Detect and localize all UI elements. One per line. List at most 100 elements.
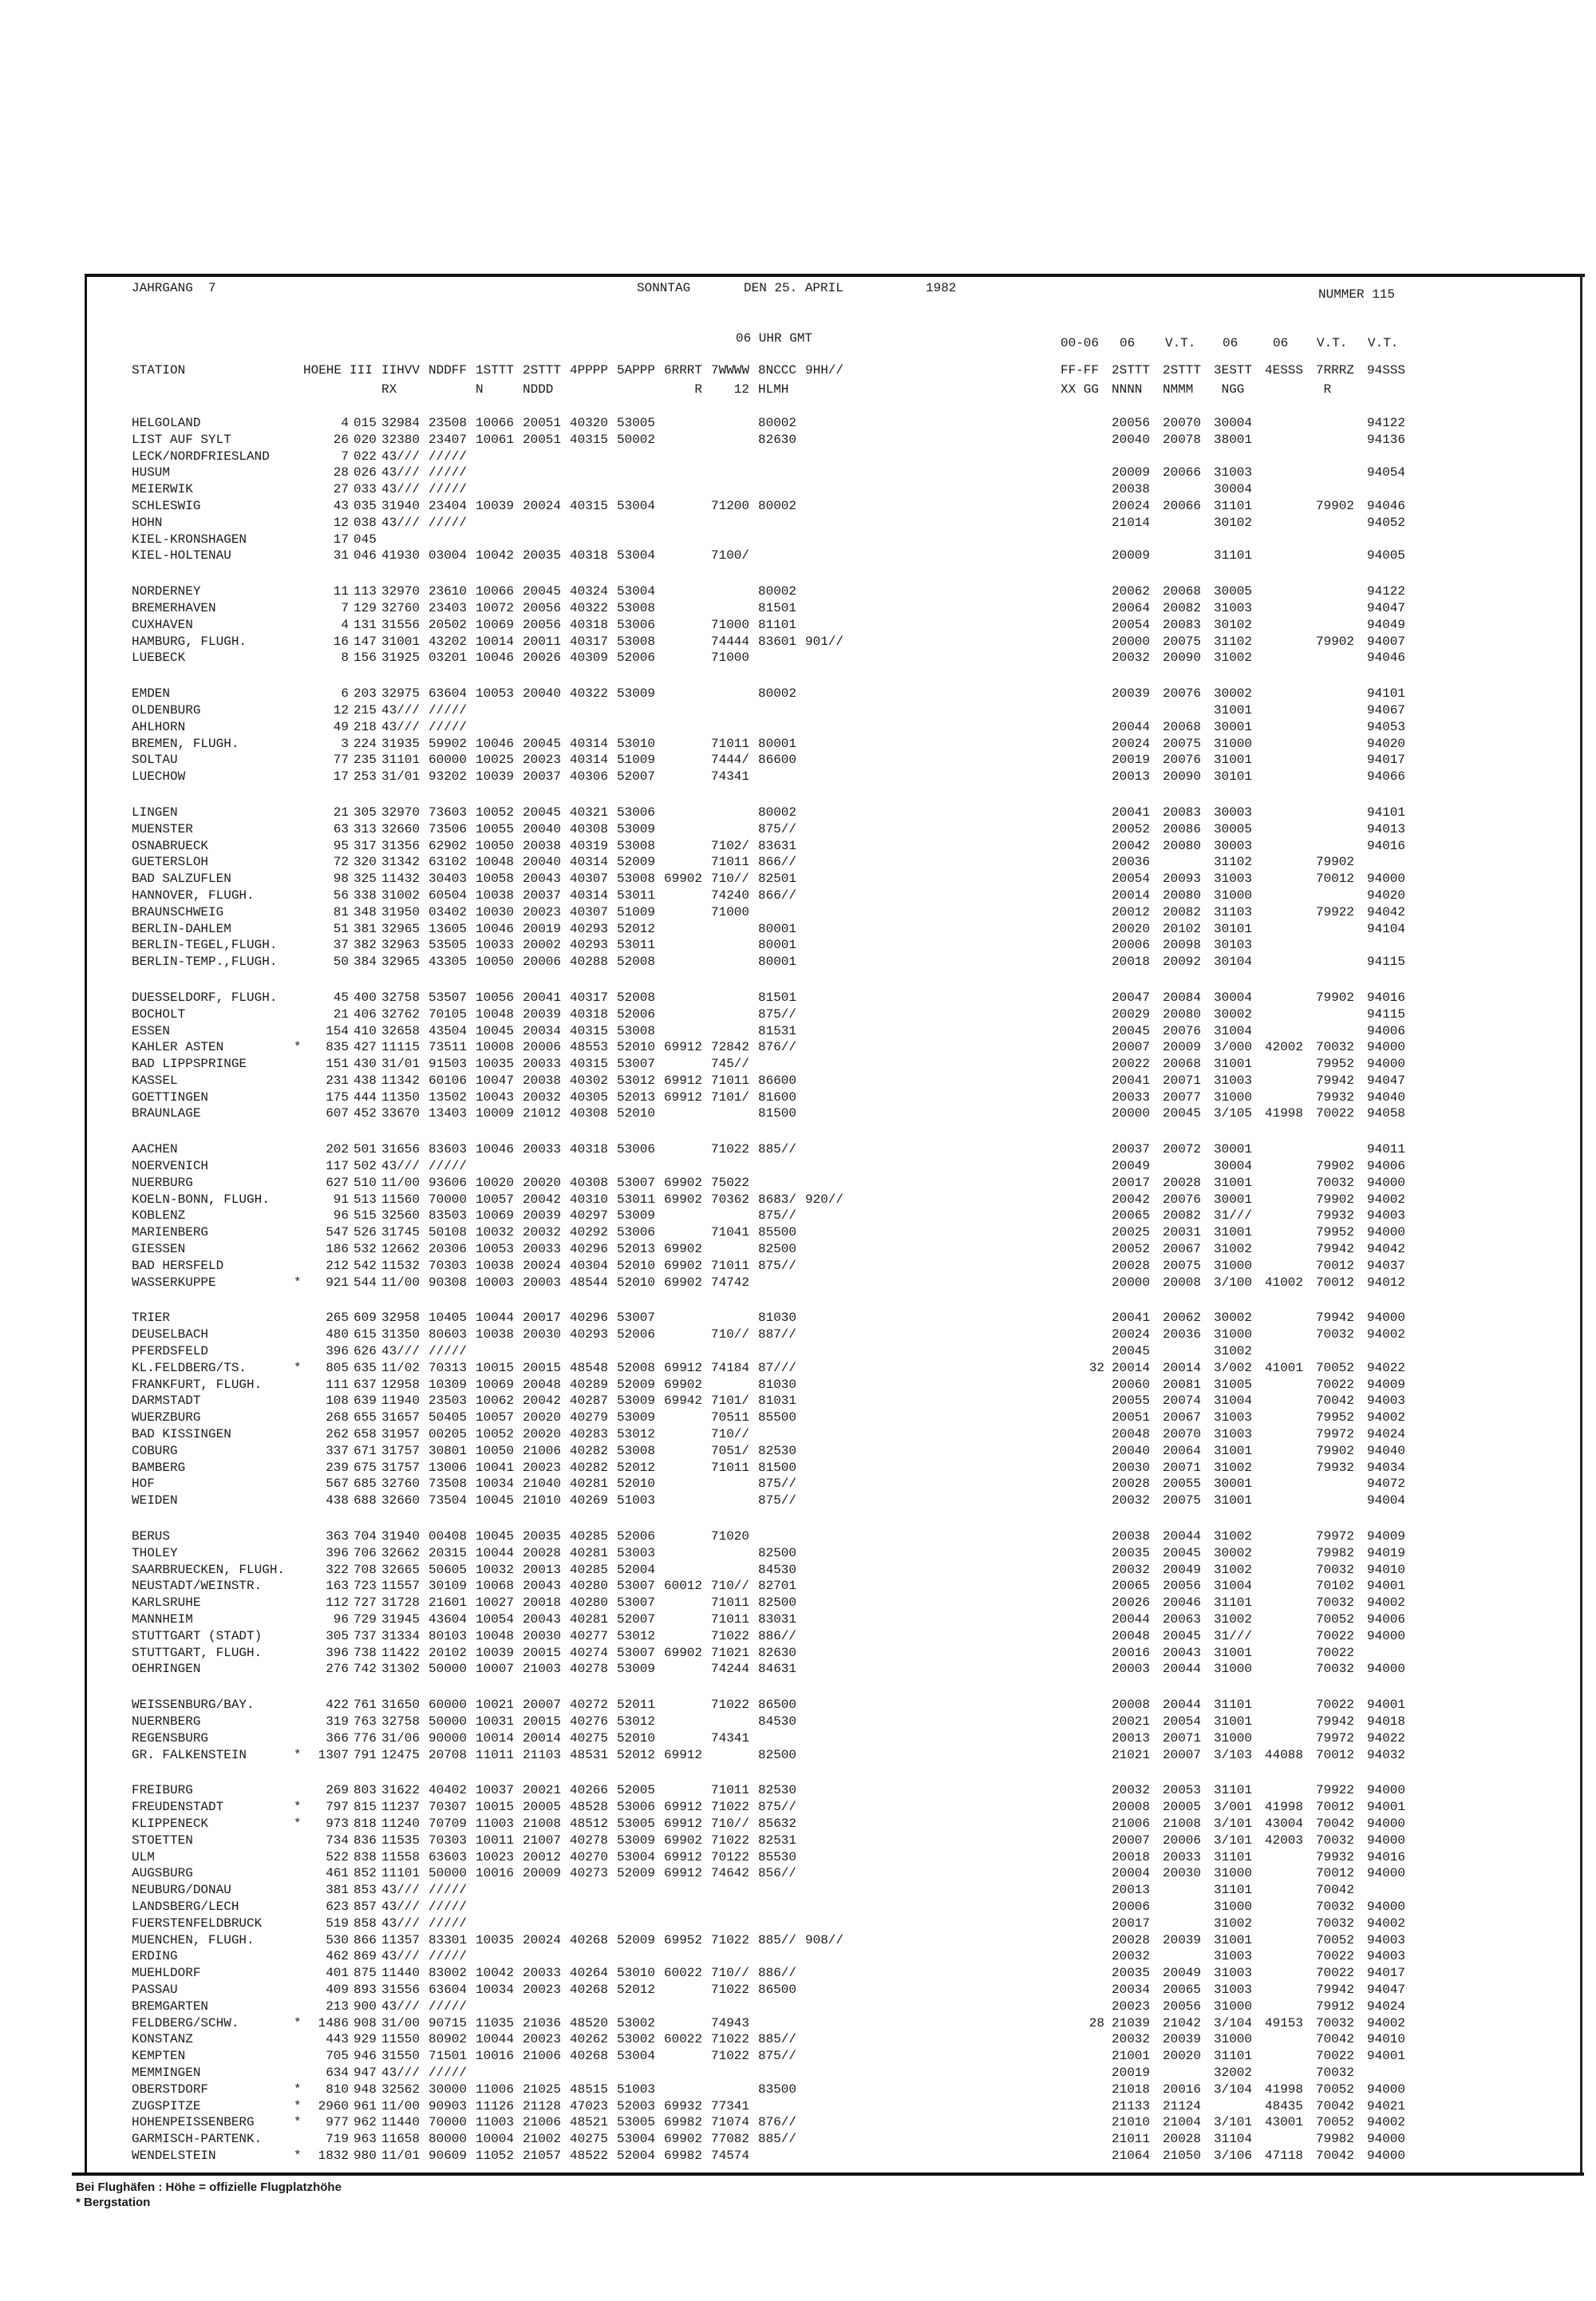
cell-iihvv: 32762 [381, 1006, 421, 1022]
station-name: FREUDENSTADT [132, 1800, 224, 1815]
cell-right-6: 94040 [1367, 1443, 1406, 1458]
cell-1sttt: 10048 [476, 1006, 515, 1022]
cell-right-1: 20035 [1112, 1966, 1151, 1981]
cell-hoehe: 51 [333, 921, 349, 936]
cell-8nccc: 876// [758, 2115, 797, 2130]
table-row: REGENSBURG 366 776 31/06 90000 10014 20014 4027… [0, 1730, 1596, 1747]
cell-nddff: 60106 [429, 1073, 468, 1088]
cell-right-1: 20060 [1112, 1377, 1151, 1392]
cell-right-6: 94032 [1367, 1747, 1406, 1762]
frame-right-rule [1580, 274, 1582, 2176]
cell-hoehe: 6 [341, 686, 349, 702]
cell-iihvv: 11532 [381, 1258, 421, 1273]
cell-right-3: 30004 [1214, 990, 1253, 1005]
right-col-subheader-1: NNNN [1112, 382, 1143, 397]
cell-iihvv: 32975 [381, 686, 421, 702]
cell-nddff: 00205 [429, 1427, 468, 1442]
cell-right-2: 20074 [1163, 1394, 1202, 1409]
cell-right-6: 94000 [1367, 1628, 1406, 1643]
cell-nddff: 23503 [429, 1394, 468, 1409]
cell-5appp: 53002 [617, 2032, 656, 2047]
cell-right-6: 94002 [1367, 1595, 1406, 1611]
cell-4pppp: 40309 [570, 650, 609, 666]
cell-right-5: 70042 [1316, 2148, 1355, 2163]
cell-hoehe: 262 [326, 1427, 349, 1442]
cell-right-1: 20021 [1112, 1714, 1151, 1729]
cell-nddff: 30801 [429, 1443, 468, 1458]
cell-iii: 430 [354, 1057, 377, 1072]
cell-iii: 427 [354, 1040, 377, 1055]
station-name: KL.FELDBERG/TS. [132, 1360, 247, 1375]
cell-right-2: 20049 [1163, 1562, 1202, 1577]
cell-right-1: 20013 [1112, 1883, 1151, 1898]
cell-nddff: 63604 [429, 686, 468, 702]
cell-1sttt: 10061 [476, 432, 515, 447]
cell-right-6: 94007 [1367, 634, 1406, 649]
cell-7wwww: 710// [711, 872, 750, 887]
cell-iii: 708 [354, 1562, 377, 1577]
cell-6rrrt: 69902 [664, 1175, 703, 1190]
cell-hoehe: 12 [333, 515, 349, 530]
cell-hoehe: 7 [341, 449, 349, 464]
cell-right-2: 20044 [1163, 1698, 1202, 1713]
cell-right-1: 20037 [1112, 1142, 1151, 1157]
cell-right-2: 20036 [1163, 1327, 1202, 1342]
cell-4pppp: 40287 [570, 1394, 609, 1409]
table-row: FREUDENSTADT * 797 815 11237 70307 10015 20005 4… [0, 1799, 1596, 1816]
cell-iihvv: 32965 [381, 921, 421, 936]
cell-7wwww: 71022 [711, 2049, 750, 2064]
cell-8nccc: 80002 [758, 584, 797, 599]
cell-right-5: 70022 [1316, 1628, 1355, 1643]
cell-right-6: 94101 [1367, 805, 1406, 820]
cell-iihvv: 32965 [381, 955, 421, 970]
table-row: KOELN-BONN, FLUGH. 91 513 11560 70000 10057 20… [0, 1192, 1596, 1208]
cell-right-4: 42003 [1265, 1832, 1304, 1848]
cell-1sttt: 11035 [476, 2015, 515, 2030]
cell-nddff: 20708 [429, 1747, 468, 1762]
cell-7wwww: 71022 [711, 1800, 750, 1815]
cell-right-1: 20054 [1112, 872, 1151, 887]
cell-1sttt: 10044 [476, 1311, 515, 1326]
cell-4pppp: 40278 [570, 1832, 609, 1848]
cell-right-3: 31002 [1214, 1562, 1253, 1577]
cell-nddff: 83002 [429, 1966, 468, 1981]
cell-iihvv: 31657 [381, 1410, 421, 1425]
cell-right-1: 20064 [1112, 600, 1151, 615]
cell-8nccc: 82630 [758, 432, 797, 447]
cell-7wwww: 74742 [711, 1275, 750, 1290]
cell-7wwww: 710// [711, 1327, 750, 1342]
table-row: STUTTGART, FLUGH. 396 738 11422 20102 10039 20… [0, 1645, 1596, 1662]
cell-1sttt: 10014 [476, 634, 515, 649]
table-row: KIEL-HOLTENAU 31 046 41930 03004 10042 20035 40… [0, 548, 1596, 564]
cell-right-5: 70022 [1316, 1949, 1355, 1964]
cell-5appp: 51009 [617, 904, 656, 919]
cell-4pppp: 40314 [570, 753, 609, 768]
cell-right-3: 31003 [1214, 872, 1253, 887]
cell-4pppp: 40282 [570, 1443, 609, 1458]
date: DEN 25. APRIL [744, 281, 843, 295]
cell-right-3: 30001 [1214, 1192, 1253, 1207]
cell-iii: 737 [354, 1628, 377, 1643]
cell-iihvv: 31/00 [381, 2015, 421, 2030]
cell-1sttt: 10038 [476, 888, 515, 903]
cell-nddff: 70303 [429, 1832, 468, 1848]
cell-2sttt: 21007 [523, 1832, 562, 1848]
cell-right-1: 20013 [1112, 769, 1151, 785]
col-header-2sttt: 2STTT [523, 363, 562, 378]
cell-iii: 218 [354, 719, 377, 734]
cell-hoehe: 337 [326, 1443, 349, 1458]
cell-right-3: 31102 [1214, 855, 1253, 870]
cell-8nccc: 856// [758, 1866, 797, 1881]
cell-right-6: 94001 [1367, 1800, 1406, 1815]
cell-6rrrt: 69912 [664, 1073, 703, 1088]
cell-nddff: 73508 [429, 1477, 468, 1492]
cell-right-6: 94016 [1367, 1849, 1406, 1864]
cell-5appp: 52004 [617, 2148, 656, 2163]
cell-right-3: 31000 [1214, 2032, 1253, 2047]
mountain-station-marker: * [294, 1747, 302, 1762]
cell-right-5: 79982 [1316, 2132, 1355, 2147]
table-row: NEUBURG/DONAU 381 853 43////////20013 31101 7… [0, 1882, 1596, 1899]
cell-iii: 400 [354, 990, 377, 1005]
cell-8nccc: 85500 [758, 1410, 797, 1425]
cell-8nccc: 83500 [758, 2082, 797, 2097]
